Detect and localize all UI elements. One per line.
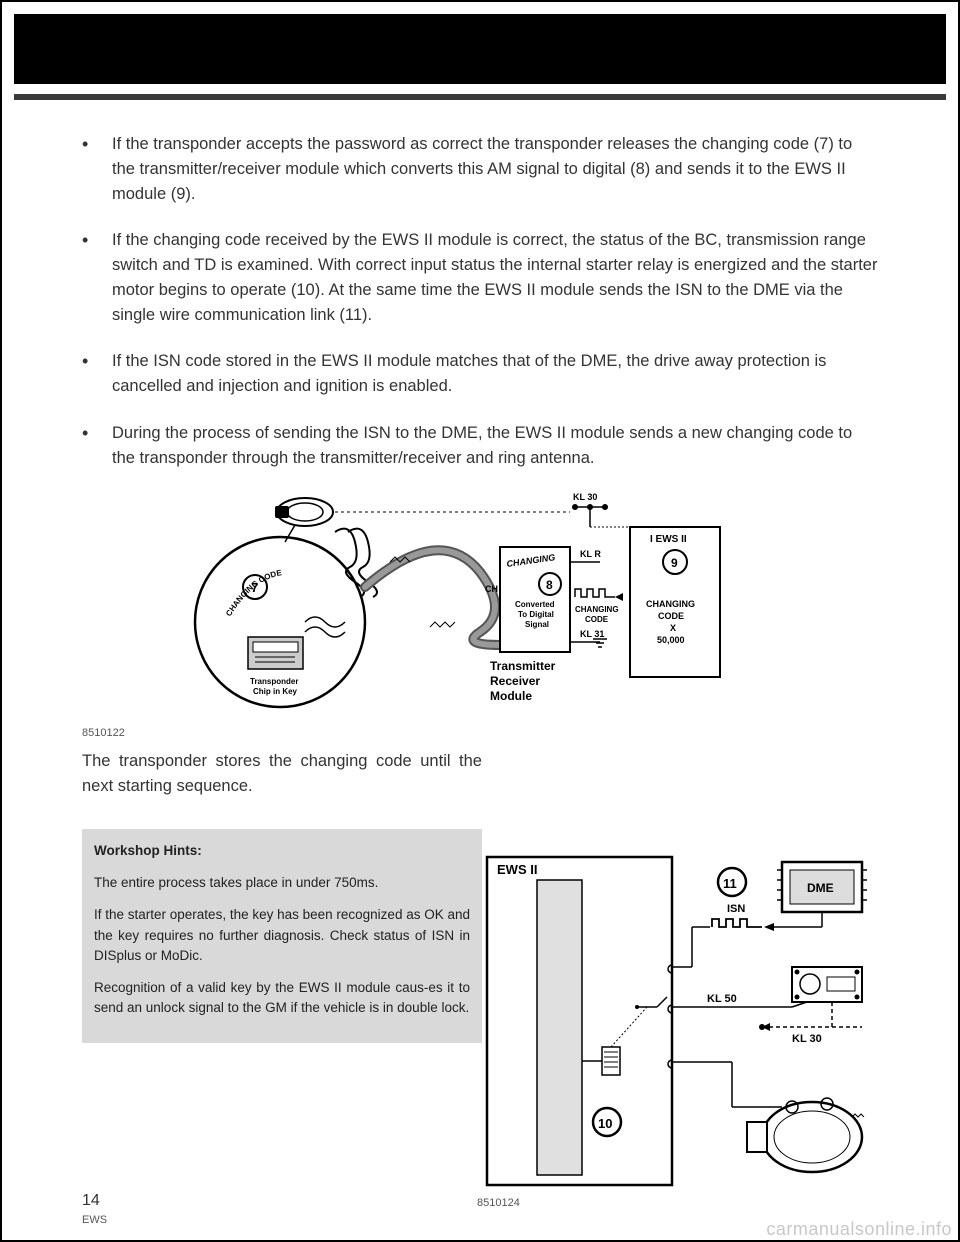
ews-box-text2: CODE xyxy=(658,611,684,621)
trm-label2: Receiver xyxy=(490,674,540,688)
ews2-label: EWS II xyxy=(497,862,537,877)
klr-label: KL R xyxy=(580,549,601,559)
step9-label: 9 xyxy=(671,556,678,570)
step10-label: 10 xyxy=(598,1116,612,1131)
transponder-label2: Chip in Key xyxy=(253,687,298,696)
ews-box-text3: X xyxy=(670,623,676,633)
ch-label: CH xyxy=(485,584,498,594)
bullet-item: • During the process of sending the ISN … xyxy=(82,421,878,471)
step8-label: 8 xyxy=(546,578,553,592)
bullet-text: If the transponder accepts the password … xyxy=(112,132,878,206)
hints-title: Workshop Hints: xyxy=(94,841,470,861)
bullet-text: If the changing code received by the EWS… xyxy=(112,228,878,327)
figure1-caption: 8510122 xyxy=(82,727,878,739)
converted-label3: Signal xyxy=(525,620,549,629)
paragraph-below-figure: The transponder stores the changing code… xyxy=(82,749,482,799)
kl30-label2: KL 30 xyxy=(792,1033,822,1045)
hints-p3: Recognition of a valid key by the EWS II… xyxy=(94,978,470,1019)
page-label: EWS xyxy=(82,1214,107,1226)
bullet-dot: • xyxy=(82,421,112,471)
hints-p1: The entire process takes place in under … xyxy=(94,873,470,893)
trm-label3: Module xyxy=(490,689,532,703)
content-area: • If the transponder accepts the passwor… xyxy=(82,132,878,1043)
kl30-label: KL 30 xyxy=(573,492,597,502)
workshop-hints-box: Workshop Hints: The entire process takes… xyxy=(82,829,482,1043)
converted-label2: To Digital xyxy=(518,610,554,619)
ews-box-text1: CHANGING xyxy=(646,599,695,609)
header-black-bar xyxy=(14,14,946,84)
bullet-text: During the process of sending the ISN to… xyxy=(112,421,878,471)
figure-1-diagram: KL 30 7 CHANGING CODE xyxy=(180,492,780,722)
page-number: 14 xyxy=(82,1192,100,1210)
step11-label: 11 xyxy=(723,876,737,891)
hints-p2: If the starter operates, the key has bee… xyxy=(94,905,470,966)
trm-label1: Transmitter xyxy=(490,659,556,673)
figure-2-diagram: EWS II 10 xyxy=(482,852,882,1192)
bullet-dot: • xyxy=(82,132,112,206)
kl50-label: KL 50 xyxy=(707,993,737,1005)
ews2-label: I EWS II xyxy=(650,534,687,545)
dme-label: DME xyxy=(807,881,834,895)
watermark: carmanualsonline.info xyxy=(766,1219,952,1240)
bullet-text: If the ISN code stored in the EWS II mod… xyxy=(112,349,878,399)
bullet-dot: • xyxy=(82,228,112,327)
isn-label: ISN xyxy=(727,903,745,915)
bullet-item: • If the transponder accepts the passwor… xyxy=(82,132,878,206)
ews-box-text4: 50,000 xyxy=(657,635,685,645)
bullet-item: • If the changing code received by the E… xyxy=(82,228,878,327)
transponder-label: Transponder xyxy=(250,677,298,686)
page-border: • If the transponder accepts the passwor… xyxy=(0,0,960,1242)
changing-code-sig: CHANGING xyxy=(575,605,619,614)
kl31-label: KL 31 xyxy=(580,629,604,639)
bullet-item: • If the ISN code stored in the EWS II m… xyxy=(82,349,878,399)
figure2-caption: 8510124 xyxy=(477,1197,520,1209)
converted-label: Converted xyxy=(515,600,555,609)
header-divider xyxy=(14,94,946,100)
bullet-dot: • xyxy=(82,349,112,399)
changing-code-sig2: CODE xyxy=(585,615,609,624)
